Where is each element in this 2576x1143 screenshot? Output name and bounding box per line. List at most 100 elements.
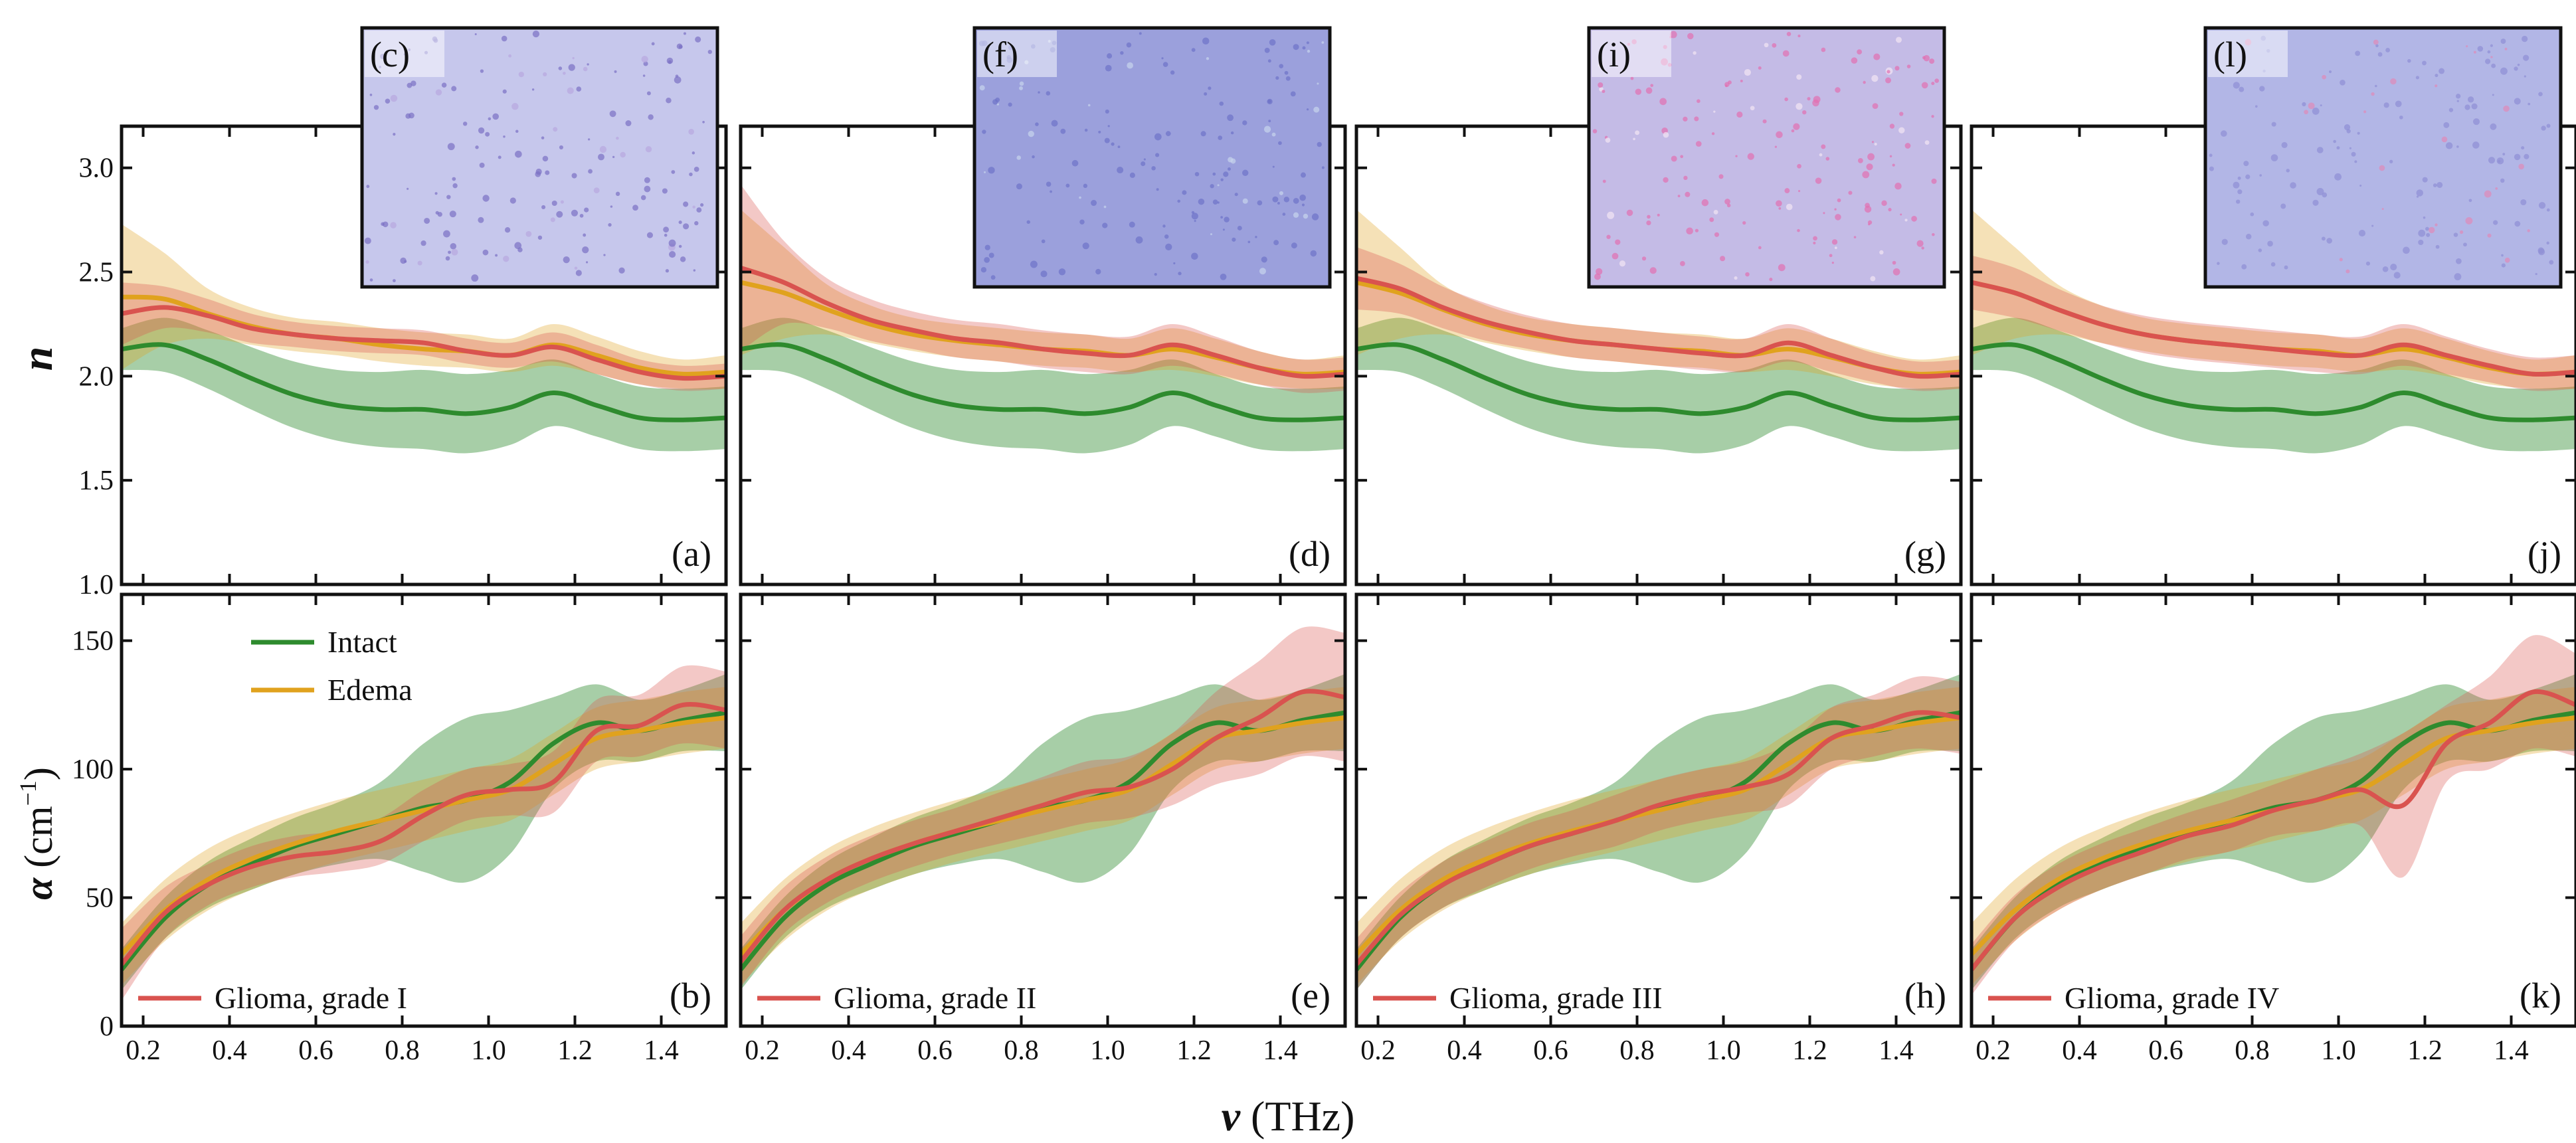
micrograph-speck xyxy=(2423,216,2426,219)
micrograph-speck xyxy=(1032,155,1035,159)
micrograph-speck xyxy=(1872,103,1879,110)
micrograph-speck xyxy=(1650,84,1653,87)
micrograph-speck xyxy=(1813,96,1821,104)
micrograph-speck xyxy=(2326,238,2332,244)
micrograph-speck xyxy=(2503,105,2510,112)
micrograph-speck xyxy=(2209,153,2213,157)
micrograph-speck xyxy=(448,250,451,254)
micrograph-speck xyxy=(1079,219,1085,224)
micrograph-speck xyxy=(1191,48,1196,52)
micrograph-speck xyxy=(365,260,369,264)
micrograph-speck xyxy=(625,120,632,127)
micrograph-speck xyxy=(2546,208,2550,212)
micrograph-speck xyxy=(475,145,479,149)
micrograph-speck xyxy=(478,217,484,223)
panel-h: 0.2 0.4 0.6 0.8 1.0 1.2 1.4 (h) Glioma, grade II… xyxy=(1354,592,1963,1066)
micrograph-speck xyxy=(1867,153,1875,161)
micrograph-speck xyxy=(693,167,699,172)
micrograph-speck xyxy=(1129,221,1135,228)
alpha-unit-exp: −1 xyxy=(15,780,41,806)
micrograph-speck xyxy=(2389,159,2393,163)
micrograph-speck xyxy=(2382,266,2389,272)
micrograph-speck xyxy=(1091,200,1097,207)
micrograph-speck xyxy=(1594,273,1601,280)
micrograph-speck xyxy=(2549,260,2554,265)
micrograph-speck xyxy=(1120,51,1124,55)
line-glioma xyxy=(122,702,726,966)
micrograph-speck xyxy=(2322,74,2327,80)
x-axis-label: ν (THz) xyxy=(1222,1093,1355,1140)
micrograph-speck xyxy=(2521,146,2525,150)
micrograph-speck xyxy=(1232,237,1236,242)
micrograph-speck xyxy=(1695,141,1702,147)
micrograph-speck xyxy=(1060,128,1066,134)
micrograph-speck xyxy=(1899,112,1904,116)
micrograph-speck xyxy=(1293,44,1299,50)
micrograph-speck xyxy=(2527,229,2530,232)
micrograph-speck xyxy=(2504,47,2508,50)
micrograph-speck xyxy=(1277,201,1280,205)
micrograph-speck xyxy=(1635,130,1640,135)
micrograph-speck xyxy=(678,244,682,248)
micrograph-speck xyxy=(1724,199,1730,205)
micrograph-speck xyxy=(2344,124,2351,131)
micrograph-speck xyxy=(479,162,485,168)
x-tick-label: 1.2 xyxy=(557,1035,593,1066)
micrograph-speck xyxy=(1834,208,1837,211)
micrograph-speck xyxy=(644,185,651,193)
micrograph-speck xyxy=(646,91,651,96)
micrograph-speck xyxy=(2336,146,2340,150)
micrograph-speck xyxy=(2425,226,2429,231)
micrograph-speck xyxy=(2245,174,2251,179)
micrograph-speck xyxy=(683,201,689,207)
micrograph-speck xyxy=(501,35,507,42)
micrograph-speck xyxy=(504,227,511,233)
micrograph-speck xyxy=(1098,130,1101,133)
panel-letter: (j) xyxy=(2528,534,2561,574)
micrograph-speck xyxy=(1040,270,1048,278)
micrograph-speck xyxy=(535,171,541,177)
band-edema xyxy=(1972,687,2576,986)
inset-frame xyxy=(1587,26,1946,289)
micrograph-speck xyxy=(2485,58,2491,64)
micrograph-speck xyxy=(2464,104,2470,110)
plot-area xyxy=(1972,209,2576,454)
micrograph-speck xyxy=(2438,68,2445,74)
micrograph-speck xyxy=(1695,228,1699,232)
micrograph-speck xyxy=(1302,46,1306,50)
micrograph-speck xyxy=(2365,261,2371,266)
micrograph-speck xyxy=(478,127,485,134)
micrograph-speck xyxy=(1864,205,1872,213)
x-tick-label: 0.4 xyxy=(2062,1035,2097,1066)
micrograph-speck xyxy=(2383,102,2389,108)
micrograph-speck xyxy=(984,171,986,173)
micrograph-speck xyxy=(1267,59,1271,63)
micrograph-speck xyxy=(2241,264,2247,270)
micrograph-speck xyxy=(1646,220,1651,226)
micrograph-speck xyxy=(1728,80,1732,85)
micrograph-speck xyxy=(1776,131,1783,139)
micrograph-speck xyxy=(1764,43,1769,48)
micrograph-speck xyxy=(509,197,516,204)
micrograph-speck xyxy=(2233,82,2240,89)
micrograph-speck xyxy=(2308,102,2315,110)
micrograph-speck xyxy=(2375,84,2377,88)
micrograph-speck xyxy=(2415,76,2420,80)
micrograph-speck xyxy=(1870,276,1876,282)
micrograph-speck xyxy=(1030,260,1038,268)
micrograph-speck xyxy=(1071,159,1079,167)
band-intact xyxy=(122,317,726,454)
micrograph-speck xyxy=(2491,63,2496,68)
micrograph-speck xyxy=(1016,183,1022,190)
micrograph-speck xyxy=(1321,41,1325,44)
micrograph-speck xyxy=(1797,163,1801,169)
micrograph-speck xyxy=(1194,220,1196,222)
micrograph-speck xyxy=(2466,45,2468,48)
micrograph-speck xyxy=(1630,76,1634,80)
micrograph-speck xyxy=(1154,133,1162,141)
micrograph-speck xyxy=(640,195,646,201)
x-tick-label: 1.0 xyxy=(2321,1035,2356,1066)
micrograph-speck xyxy=(452,183,458,189)
micrograph-speck xyxy=(1046,181,1052,187)
line-edema xyxy=(122,715,726,956)
